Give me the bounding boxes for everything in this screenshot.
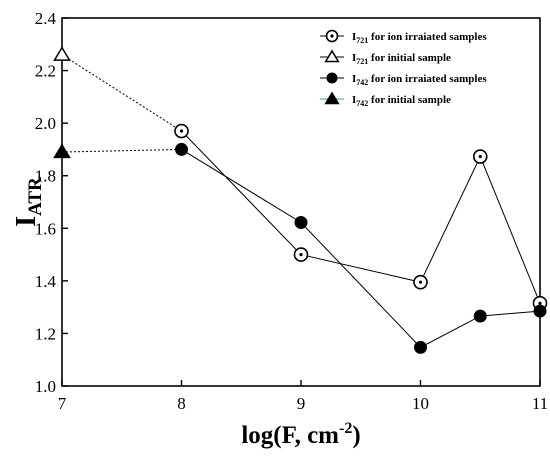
x-tick-label: 10 [412, 394, 429, 413]
legend-label-sub: 721 [356, 36, 368, 45]
y-tick-label: 1.2 [35, 324, 56, 343]
x-axis-title: log(F, cm-2) [241, 420, 360, 449]
connectors [61, 54, 182, 153]
legend-marker [326, 72, 338, 84]
legend-label-main: I [352, 52, 356, 64]
data-point-series-3 [414, 340, 427, 354]
tick-labels: 7 8 9 10 11 1.0 1.2 1.4 1.6 1.8 2.0 2.2 2.4 [35, 9, 548, 413]
legend-label-sub: 721 [356, 57, 368, 66]
data-point-series-1 [413, 274, 428, 290]
initial-sample-connector [61, 148, 182, 153]
data-point-series-3 [294, 216, 308, 230]
legend-label-sub: 742 [356, 78, 368, 87]
legend-label: I721 for initial sample [352, 52, 451, 66]
initial-sample-connector [61, 54, 182, 132]
x-tick-label: 9 [297, 394, 306, 413]
x-tick-label: 7 [58, 394, 67, 413]
y-tick-label: 2.2 [35, 62, 56, 81]
legend-label-rest: for initial sample [368, 94, 451, 106]
x-tick-label: 11 [532, 394, 548, 413]
legend-label-rest: for initial sample [368, 52, 451, 64]
data-point-series-1 [293, 247, 309, 262]
data-point-series-3 [175, 142, 188, 156]
y-tick-label: 1.6 [35, 219, 56, 238]
data-point-series-4 [53, 143, 71, 159]
y-axis-title: IATR [11, 177, 46, 227]
legend-label: I742 for ion irraiated samples [352, 73, 487, 87]
legend-label-main: I [352, 31, 356, 43]
legend-label: I742 for initial sample [352, 94, 451, 108]
y-tick-label: 1.0 [35, 377, 56, 396]
x-axis-title-close: ) [352, 422, 360, 449]
data-point-series-3 [533, 304, 547, 318]
legend-label-rest: for ion irraiated samples [368, 73, 487, 85]
y-axis-title-main: I [11, 216, 42, 227]
legend-label-main: I [352, 94, 356, 106]
y-tick-label: 2.0 [35, 114, 56, 133]
legend-label-rest: for ion irraiated samples [368, 31, 487, 43]
legend-label-sub: 742 [356, 99, 368, 108]
x-axis-title-main: log(F, cm [241, 422, 339, 449]
legend-item-2: I721 for initial sample [320, 49, 451, 66]
data-point-series-1 [174, 123, 189, 139]
legend-marker [324, 91, 340, 105]
data-point-series-1 [472, 149, 488, 164]
legend-item-3: I742 for ion irraiated samples [320, 72, 487, 87]
y-tick-label: 1.8 [35, 167, 56, 186]
y-tick-label: 2.4 [35, 9, 57, 28]
legend-label-main: I [352, 73, 356, 85]
legend-marker [325, 29, 339, 43]
legend-item-1: I721 for ion irraiated samples [320, 29, 487, 45]
markers [53, 46, 548, 354]
y-tick-label: 1.4 [35, 272, 57, 291]
x-axis-title-sup: -2 [339, 420, 352, 437]
data-point-series-2 [53, 46, 71, 61]
legend-label: I721 for ion irraiated samples [352, 31, 487, 45]
legend-marker [324, 49, 340, 63]
x-tick-label: 8 [177, 394, 186, 413]
legend-item-4: I742 for initial sample [320, 91, 451, 108]
data-point-series-3 [473, 309, 487, 323]
ticks [61, 17, 541, 387]
y-axis-title-sub: ATR [25, 177, 46, 216]
